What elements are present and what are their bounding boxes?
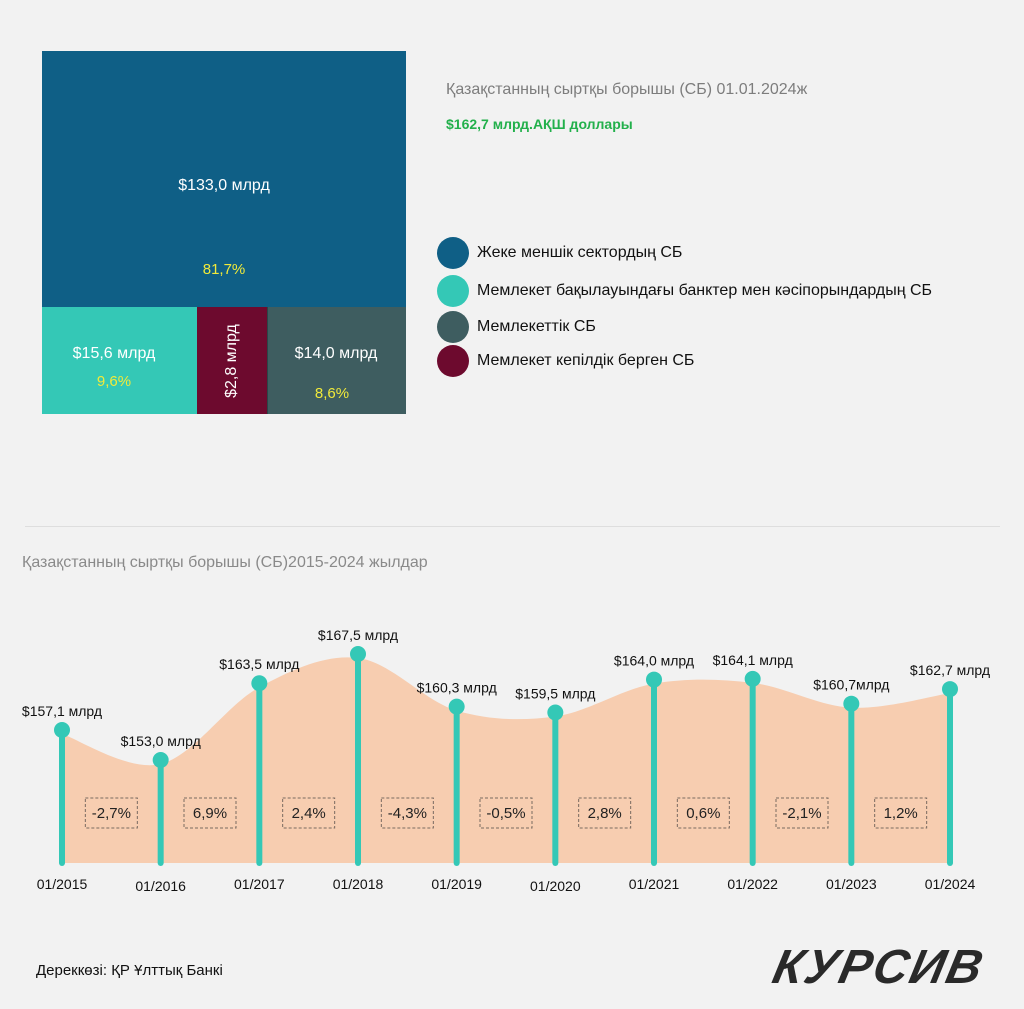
xtick-01/2021: 01/2021: [629, 876, 680, 892]
xtick-01/2023: 01/2023: [826, 876, 877, 892]
value-label-01/2021: $164,0 млрд: [614, 653, 694, 669]
change-box-1: [84, 797, 138, 829]
value-label-01/2015: $157,1 млрд: [22, 703, 102, 719]
value-label-01/2017: $163,5 млрд: [219, 656, 299, 672]
legend-item-government: Мемлекеттік СБ: [437, 310, 596, 344]
legend-swatch-state-banks: [437, 275, 469, 307]
marker-01/2018: [350, 646, 366, 662]
value-label-01/2020: $159,5 млрд: [515, 685, 595, 701]
treemap-block-private: $133,0 млрд 81,7%: [42, 51, 406, 307]
xtick-01/2022: 01/2022: [727, 876, 778, 892]
treemap-pct-government: 8,6%: [314, 385, 350, 402]
treemap-value-guaranteed: $2,8 млрд: [223, 324, 240, 398]
marker-01/2016: [152, 752, 169, 768]
line-chart-title: Қазақстанның сыртқы борышы (СБ)2015-2024…: [22, 554, 428, 571]
marker-01/2015: [54, 722, 70, 739]
change-label-4: -4,3%: [388, 805, 427, 822]
treemap-value-private: $133,0 млрд: [178, 177, 270, 194]
legend-label-guaranteed: Мемлекет кепілдік берген СБ: [477, 352, 695, 369]
value-label-01/2024: $162,7 млрд: [910, 662, 990, 678]
value-label-01/2018: $167,5 млрд: [318, 627, 398, 643]
legend-item-guaranteed: Мемлекет кепілдік берген СБ: [437, 344, 694, 378]
value-label-01/2023: $160,7млрд: [813, 677, 889, 693]
treemap-value-state-banks: $15,6 млрд: [72, 345, 156, 362]
treemap-title: Қазақстанның сыртқы борышы (СБ) 01.01.20…: [446, 81, 808, 98]
legend-swatch-private: [437, 237, 469, 269]
treemap-pct-private: 81,7%: [202, 261, 246, 278]
marker-01/2017: [251, 675, 268, 692]
treemap-block-government: $14,0 млрд 8,6%: [267, 307, 406, 414]
change-label-1: -2,7%: [92, 805, 131, 822]
value-label-01/2016: $153,0 млрд: [121, 733, 201, 749]
treemap-total: $162,7 млрд.АҚШ доллары: [446, 116, 633, 132]
legend-label-state-banks: Мемлекет бақылауындағы банктер мен кәсіп…: [477, 282, 933, 299]
change-box-9: [874, 797, 928, 829]
change-box-3: [282, 797, 336, 829]
marker-01/2024: [942, 681, 958, 698]
kursiv-logo: КУРСИВ: [768, 941, 990, 994]
legend-swatch-guaranteed: [437, 345, 469, 377]
change-box-5: [479, 797, 533, 829]
marker-01/2023: [843, 695, 860, 712]
legend-item-state-banks: Мемлекет бақылауындағы банктер мен кәсіп…: [437, 274, 932, 308]
change-label-2: 6,9%: [193, 805, 227, 822]
change-box-4: [380, 797, 434, 829]
marker-01/2019: [448, 698, 465, 715]
treemap-value-government: $14,0 млрд: [294, 345, 378, 362]
legend-label-government: Мемлекеттік СБ: [477, 318, 596, 335]
change-label-3: 2,4%: [292, 805, 326, 822]
treemap-pct-state-banks: 9,6%: [96, 373, 132, 390]
change-box-7: [676, 797, 730, 829]
xtick-01/2024: 01/2024: [925, 876, 976, 892]
xtick-01/2020: 01/2020: [530, 878, 581, 894]
change-label-6: 2,8%: [588, 805, 622, 822]
legend-swatch-government: [437, 311, 469, 343]
treemap-block-guaranteed: [197, 307, 267, 414]
change-label-5: -0,5%: [486, 805, 525, 822]
change-label-8: -2,1%: [782, 805, 821, 822]
xtick-01/2019: 01/2019: [431, 876, 482, 892]
change-box-8: [775, 797, 829, 829]
debt-history-chart: -2,7% 6,9% 2,4% -4,3% -0,5% 2,8% 0,6% -2,1% 1,2%…: [22, 627, 990, 894]
marker-01/2021: [646, 671, 662, 688]
area-fill: [62, 657, 950, 863]
xtick-01/2016: 01/2016: [135, 878, 186, 894]
change-box-6: [578, 797, 632, 829]
legend-label-private: Жеке меншік сектордың СБ: [477, 244, 683, 261]
change-box-2: [183, 797, 237, 829]
section-divider: [25, 526, 1000, 527]
marker-01/2020: [547, 704, 564, 721]
treemap-block-state-banks: $15,6 млрд 9,6%: [42, 307, 197, 414]
marker-01/2022: [744, 670, 761, 687]
xtick-01/2017: 01/2017: [234, 876, 285, 892]
value-label-01/2022: $164,1 млрд: [713, 652, 793, 668]
value-label-01/2019: $160,3 млрд: [417, 680, 497, 696]
change-label-9: 1,2%: [884, 805, 918, 822]
legend-item-private: Жеке меншік сектордың СБ: [437, 236, 682, 270]
change-label-7: 0,6%: [686, 805, 720, 822]
xtick-01/2015: 01/2015: [37, 876, 88, 892]
source-note: Дереккөзі: ҚР Ұлттық Банкі: [36, 962, 223, 979]
xtick-01/2018: 01/2018: [333, 876, 384, 892]
